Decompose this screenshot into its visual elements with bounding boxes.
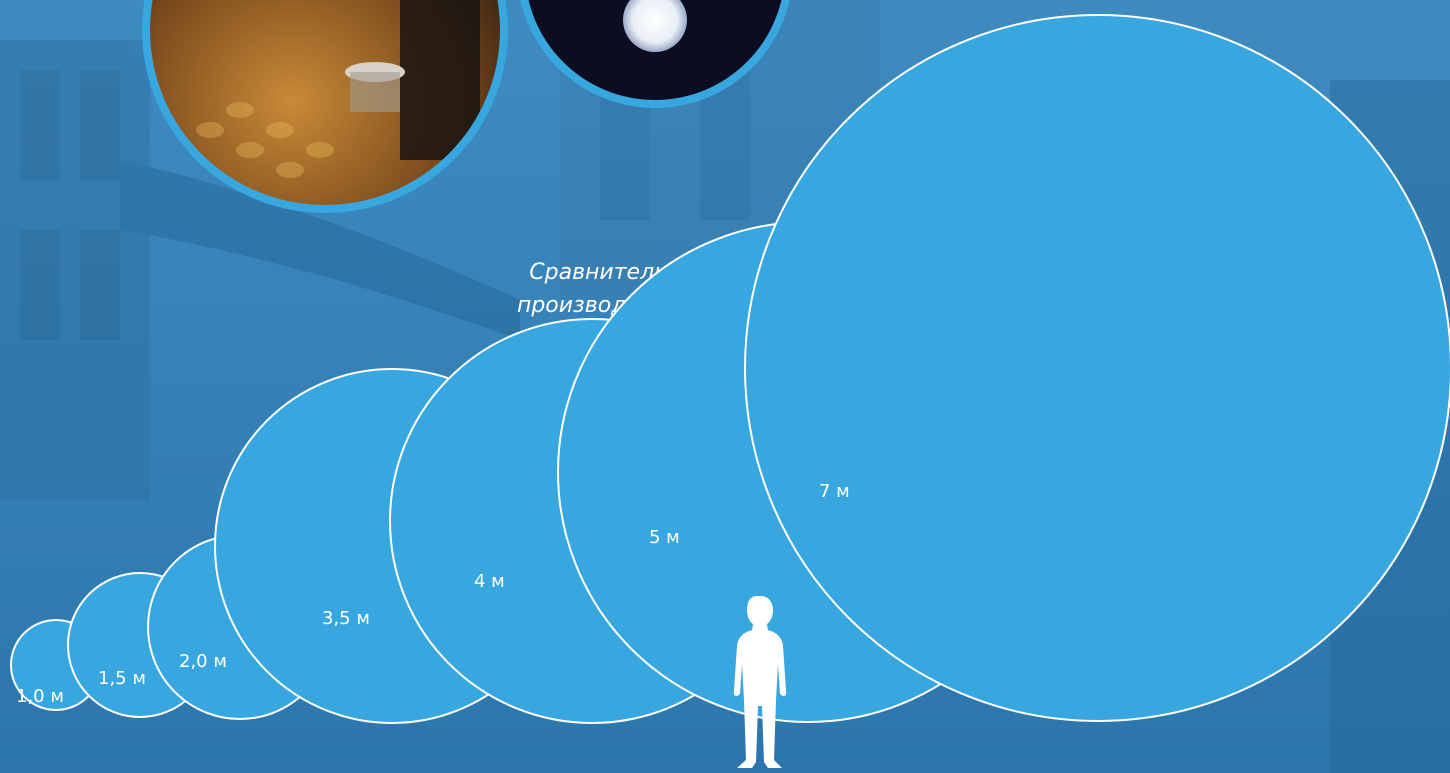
- sphere-7m: [744, 14, 1450, 722]
- sphere-label-4m: 4 м: [474, 571, 505, 592]
- sphere-label-1-5m: 1,5 м: [98, 668, 146, 689]
- sphere-label-7m: 7 м: [819, 481, 850, 502]
- person-silhouette-icon: [733, 596, 787, 768]
- sphere-label-2-0m: 2,0 м: [179, 651, 227, 672]
- sphere-label-1-0m: 1,0 м: [16, 686, 64, 707]
- sphere-label-3-5m: 3,5 м: [322, 608, 370, 629]
- sphere-label-5m: 5 м: [649, 527, 680, 548]
- photo-circle-interior: [142, 0, 508, 213]
